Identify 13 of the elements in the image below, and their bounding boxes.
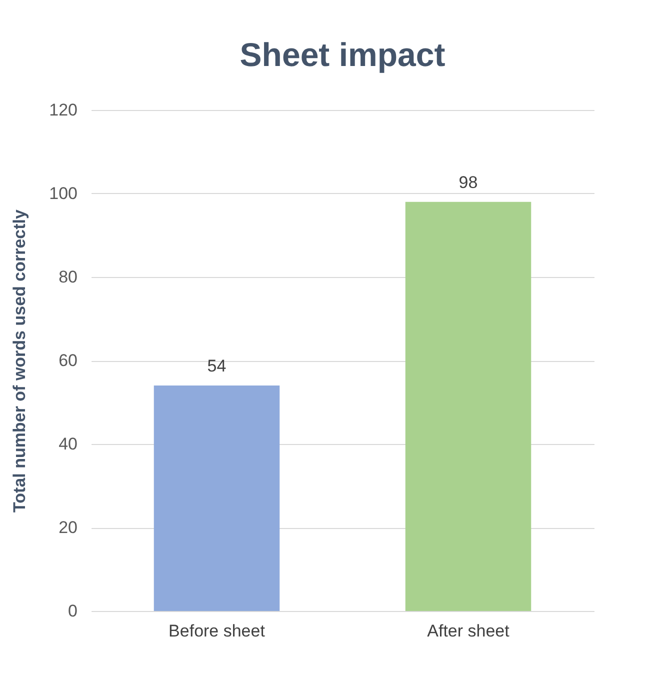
x-tick-label: After sheet	[427, 622, 510, 640]
y-tick-label: 40	[58, 434, 78, 454]
data-label: 54	[207, 356, 226, 376]
y-tick-label: 60	[58, 351, 78, 370]
x-tick-label: Before sheet	[168, 622, 266, 640]
y-axis-title: Total number of words used correctly	[10, 209, 30, 512]
y-tick-label: 100	[49, 184, 78, 203]
y-tick-label: 20	[58, 518, 78, 537]
y-tick-label: 120	[49, 100, 78, 120]
y-tick-label: 0	[68, 602, 78, 620]
data-label: 98	[458, 172, 478, 192]
chart-title: Sheet impact	[240, 36, 446, 73]
y-tick-label: 80	[58, 268, 78, 286]
